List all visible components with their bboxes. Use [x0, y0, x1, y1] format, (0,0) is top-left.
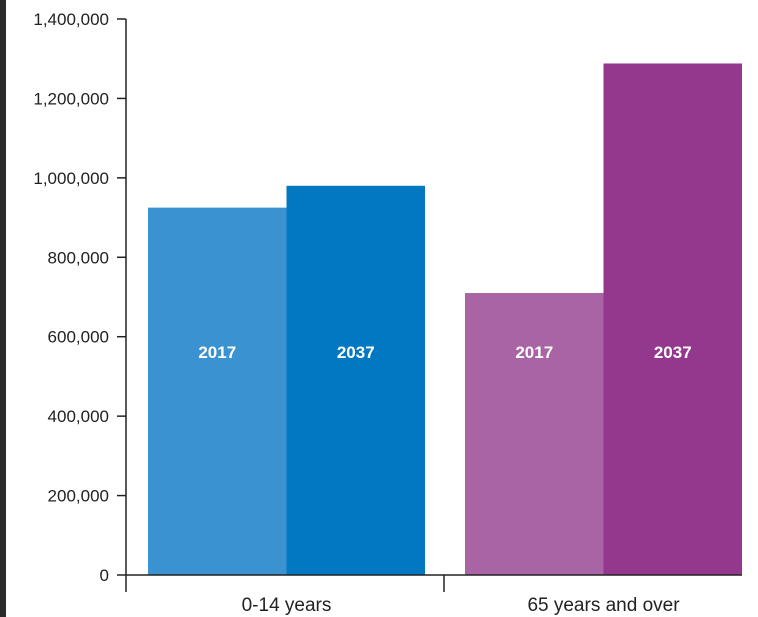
y-tick-label: 1,000,000 — [33, 169, 109, 188]
y-tick-label: 0 — [100, 566, 109, 585]
bar-0-0 — [148, 207, 287, 575]
bars: 2017 2037 2017 2037 — [148, 63, 742, 576]
y-axis: 0 200,000 400,000 600,000 800,000 1,000,000 1,… — [33, 10, 127, 592]
bar-label: 2017 — [515, 343, 553, 362]
y-tick-label: 600,000 — [48, 328, 109, 347]
bar-label: 2037 — [337, 343, 375, 362]
bar-label: 2037 — [654, 343, 692, 362]
x-category-label: 65 years and over — [527, 595, 680, 616]
y-tick-label: 400,000 — [48, 407, 109, 426]
left-edge-divider — [0, 0, 6, 617]
y-tick-label: 800,000 — [48, 248, 109, 267]
y-tick-label: 1,200,000 — [33, 89, 109, 108]
y-tick-label: 200,000 — [48, 487, 109, 506]
bar-label: 2017 — [198, 343, 236, 362]
bar-0-1 — [286, 185, 425, 576]
y-tick-label: 1,400,000 — [33, 10, 109, 29]
bar-1-1 — [603, 63, 742, 575]
x-category-label: 0-14 years — [242, 595, 332, 616]
bar-1-0 — [465, 293, 604, 575]
x-axis: 0-14 years 65 years and over — [126, 574, 742, 616]
